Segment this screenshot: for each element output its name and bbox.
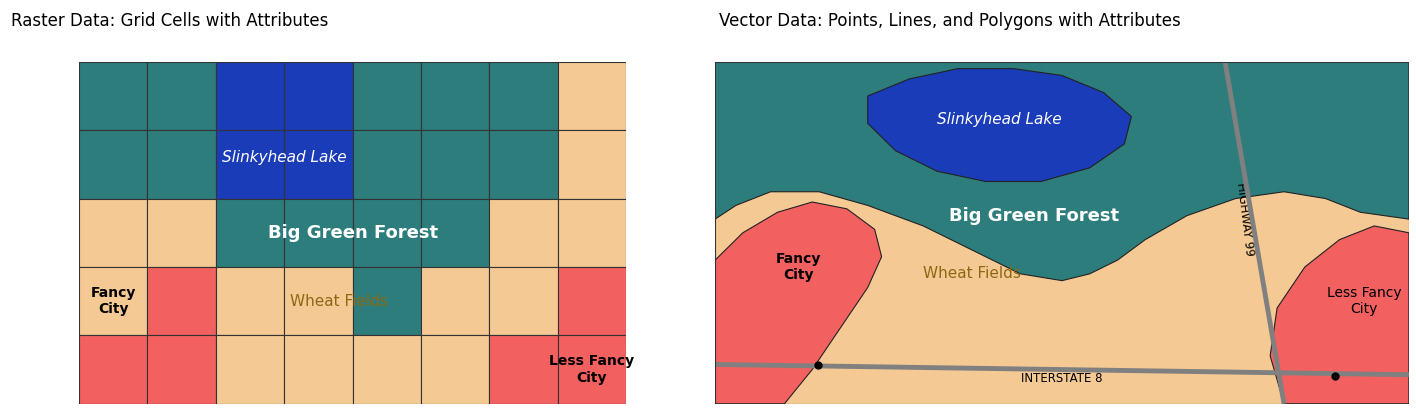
Text: Less Fancy
City: Less Fancy City (549, 354, 634, 385)
Bar (490, 199, 558, 267)
Text: Wheat Fields: Wheat Fields (923, 266, 1021, 281)
Bar (421, 199, 490, 267)
Bar (421, 62, 490, 130)
Bar (558, 62, 626, 130)
Text: Raster Data: Grid Cells with Attributes: Raster Data: Grid Cells with Attributes (11, 12, 329, 30)
Bar (353, 199, 421, 267)
Bar (490, 267, 558, 335)
Bar (421, 130, 490, 199)
Bar (79, 199, 147, 267)
Bar (421, 335, 490, 404)
Bar (285, 62, 353, 130)
Bar (353, 335, 421, 404)
Bar (490, 130, 558, 199)
Bar (147, 130, 215, 199)
Bar (215, 130, 285, 199)
Bar (558, 130, 626, 199)
Bar (558, 199, 626, 267)
Text: HIGHWAY 99: HIGHWAY 99 (1235, 182, 1256, 257)
Bar (353, 62, 421, 130)
Bar (215, 199, 285, 267)
Bar (215, 62, 285, 130)
Text: Fancy
City: Fancy City (91, 286, 136, 316)
Text: Slinkyhead Lake: Slinkyhead Lake (222, 150, 347, 165)
Bar (79, 62, 147, 130)
Bar (215, 267, 285, 335)
Bar (79, 335, 147, 404)
Bar (490, 62, 558, 130)
Bar (490, 335, 558, 404)
Polygon shape (715, 202, 882, 404)
Text: Wheat Fields: Wheat Fields (290, 294, 388, 309)
Bar (558, 335, 626, 404)
Bar (285, 199, 353, 267)
Bar (353, 130, 421, 199)
Bar (353, 267, 421, 335)
Bar (79, 267, 147, 335)
Polygon shape (1270, 226, 1409, 404)
Text: INTERSTATE 8: INTERSTATE 8 (1021, 372, 1103, 385)
Polygon shape (868, 69, 1131, 181)
Bar (147, 335, 215, 404)
Text: Fancy
City: Fancy City (776, 252, 821, 282)
Text: Slinkyhead Lake: Slinkyhead Lake (937, 112, 1062, 127)
Bar (79, 130, 147, 199)
Bar (285, 267, 353, 335)
Text: Vector Data: Points, Lines, and Polygons with Attributes: Vector Data: Points, Lines, and Polygons… (719, 12, 1181, 30)
Bar (285, 335, 353, 404)
Bar (147, 62, 215, 130)
Bar (147, 267, 215, 335)
Bar (421, 267, 490, 335)
Bar (215, 335, 285, 404)
Text: Big Green Forest: Big Green Forest (949, 207, 1119, 225)
Bar (285, 130, 353, 199)
Text: Less Fancy
City: Less Fancy City (1327, 286, 1402, 316)
Bar (558, 267, 626, 335)
Bar (147, 199, 215, 267)
Polygon shape (715, 62, 1409, 281)
Text: Big Green Forest: Big Green Forest (268, 224, 438, 242)
